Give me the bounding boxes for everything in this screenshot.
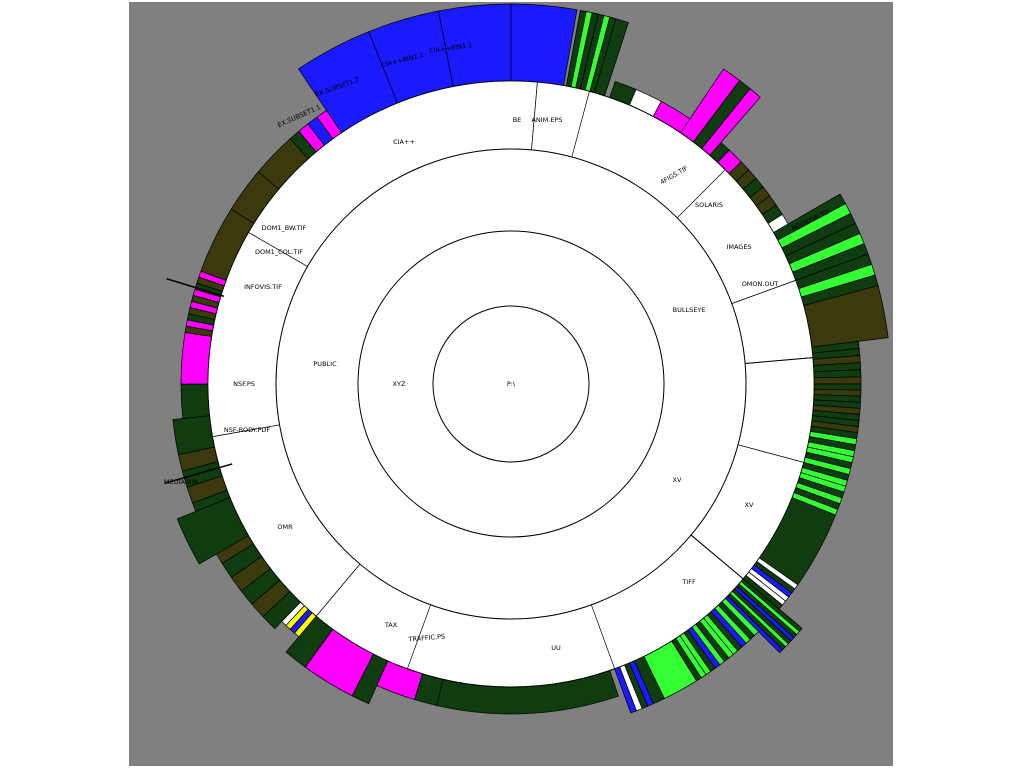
leader-line (166, 278, 225, 298)
file-segment-nsf-ps[interactable] (180, 331, 213, 385)
label-bullseye: BULLSEYE (673, 306, 706, 314)
label-xv: XV (673, 476, 682, 484)
label-file-infovis-tif: INFOVIS.TIF (244, 283, 282, 291)
label-omr: OMR (277, 523, 293, 531)
segment-divider (690, 534, 744, 580)
label-images: IMAGES (726, 243, 751, 251)
label-file-anim-eps: ANIM.EPS (531, 116, 562, 124)
leader-line (164, 463, 233, 484)
label-file-dom1-col-tif: DOM1_COL.TIF (255, 248, 303, 256)
label-file-traffic-ps: TRAFFIC.PS (407, 632, 445, 643)
label-file-omon-out: OMON.OUT (742, 280, 779, 288)
folder-segment-bullseye[interactable] (737, 357, 815, 463)
label-file-nsf-ps: NSF.PS (233, 380, 255, 388)
sunburst-viewer[interactable]: P:\ XYZ PUBLIC BULLSEYE XV TIFF TAX OMR CIA++ BE S… (129, 2, 893, 766)
file-segment-cia-bin1-1[interactable] (510, 3, 578, 87)
file-segment-omon-out[interactable] (813, 376, 862, 385)
label-be: BE (513, 116, 522, 124)
file-segment-nsf-body-pdf[interactable] (180, 383, 211, 419)
label-public: PUBLIC (313, 360, 337, 368)
sunburst-chart[interactable]: P:\ XYZ PUBLIC BULLSEYE XV TIFF TAX OMR CIA++ BE S… (129, 2, 893, 766)
label-tiff: TIFF (681, 578, 696, 586)
label-file-xv: XV (745, 501, 754, 509)
segment-divider (745, 357, 813, 365)
label-solaris: SOLARIS (695, 201, 723, 209)
label-root: P:\ (507, 380, 516, 388)
label-tax: TAX (384, 621, 398, 629)
root-circle[interactable] (432, 305, 590, 463)
label-file-media-bin: MEDIA.BIN (164, 478, 198, 486)
label-xyz: XYZ (393, 380, 406, 388)
label-file-dom1-bw-tif: DOM1_BW.TIF (262, 224, 307, 232)
label-cia: CIA++ (393, 138, 415, 146)
label-file-nsf-body-pdf: NSF-BODY.PDF (224, 426, 271, 434)
label-file-uu: UU (551, 644, 561, 652)
